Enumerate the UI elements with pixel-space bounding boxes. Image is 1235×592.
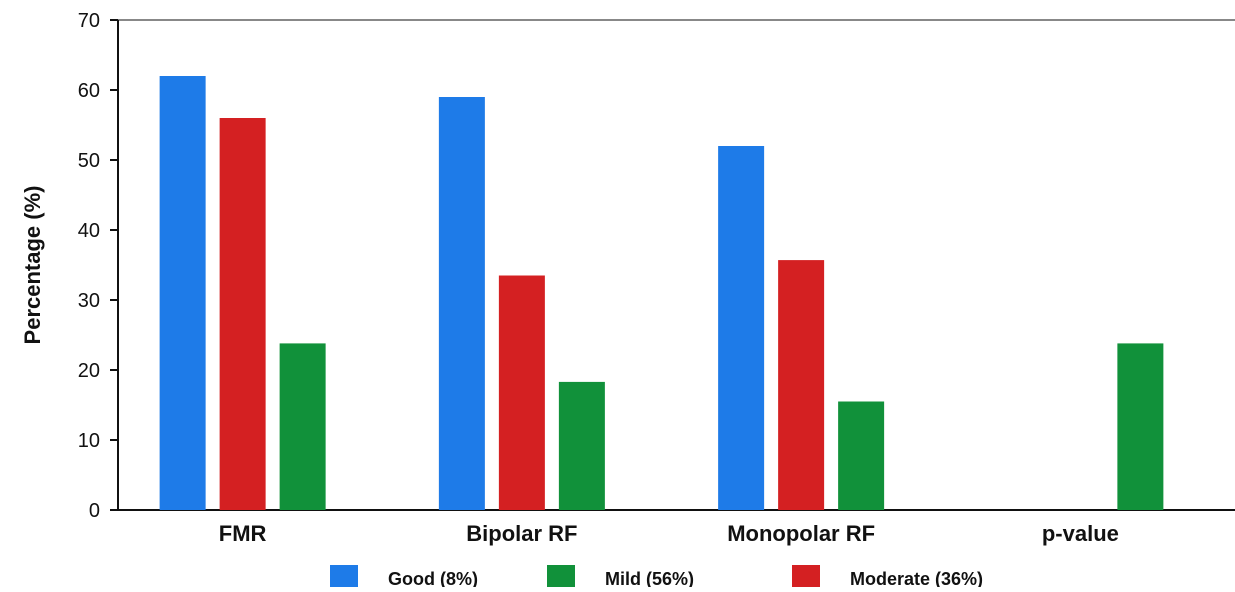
bar-good (718, 146, 765, 510)
x-tick-label: p-value (1042, 521, 1119, 546)
x-tick-labels: FMR Bipolar RF Monopolar RF p-value (219, 521, 1119, 546)
bar-good (438, 97, 485, 510)
bars (159, 76, 1164, 510)
y-tick-label: 0 (89, 500, 100, 522)
y-axis-label: Percentage (%) (20, 186, 45, 345)
y-tick-label: 10 (78, 430, 100, 452)
bar-moderate (778, 260, 825, 510)
legend-swatch (547, 565, 575, 587)
legend-label: Moderate (36%) (850, 569, 983, 587)
x-tick-label: Bipolar RF (466, 521, 577, 546)
bar-moderate (219, 118, 266, 510)
x-tick-label: FMR (219, 521, 267, 546)
bar-good (159, 76, 206, 510)
bar-moderate (498, 275, 545, 510)
bar-mild (558, 381, 605, 510)
y-tick-label: 40 (78, 220, 100, 242)
legend-label: Mild (56%) (605, 569, 694, 587)
bar-mild (279, 343, 326, 510)
y-tick-label: 20 (78, 360, 100, 382)
x-tick-label: Monopolar RF (727, 521, 875, 546)
bar-mild (1117, 343, 1164, 510)
y-tick-label: 60 (78, 80, 100, 102)
y-tick-label: 50 (78, 150, 100, 172)
y-ticks: 0 10 20 30 40 50 60 70 (78, 10, 118, 522)
bar-mild (838, 401, 885, 510)
y-tick-label: 70 (78, 10, 100, 32)
legend: Good (8%) Mild (56%) Moderate (36%) (330, 565, 983, 589)
legend-swatch (792, 565, 820, 587)
legend-swatch (330, 565, 358, 587)
legend-label: Good (8%) (388, 569, 478, 587)
y-tick-label: 30 (78, 290, 100, 312)
